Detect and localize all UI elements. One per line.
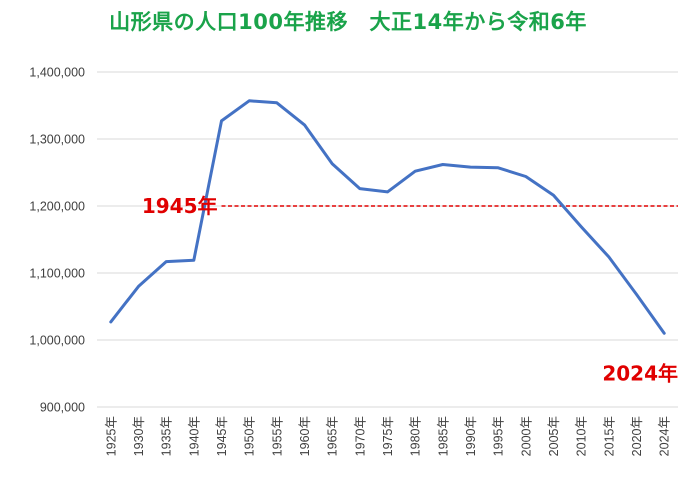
x-tick-label: 1945年 bbox=[215, 416, 229, 456]
y-tick-label: 1,300,000 bbox=[29, 133, 85, 147]
x-tick-label: 1950年 bbox=[243, 416, 257, 456]
x-tick-label: 1935年 bbox=[160, 416, 174, 456]
x-tick-label: 1940年 bbox=[187, 416, 201, 456]
x-tick-label: 1930年 bbox=[132, 416, 146, 456]
x-tick-label: 2005年 bbox=[547, 416, 561, 456]
x-tick-label: 2020年 bbox=[630, 416, 644, 456]
annotation-1945: 1945年 bbox=[142, 194, 218, 218]
y-tick-label: 1,000,000 bbox=[29, 334, 85, 348]
x-tick-label: 2010年 bbox=[575, 416, 589, 456]
x-tick-label: 1985年 bbox=[436, 416, 450, 456]
y-tick-label: 1,100,000 bbox=[29, 267, 85, 281]
y-tick-label: 900,000 bbox=[40, 401, 85, 415]
x-tick-label: 1925年 bbox=[104, 416, 118, 456]
x-tick-label: 1970年 bbox=[353, 416, 367, 456]
x-tick-label: 1975年 bbox=[381, 416, 395, 456]
x-tick-label: 1990年 bbox=[464, 416, 478, 456]
x-tick-label: 1960年 bbox=[298, 416, 312, 456]
y-tick-label: 1,400,000 bbox=[29, 66, 85, 80]
x-tick-label: 2000年 bbox=[519, 416, 533, 456]
x-tick-label: 2024年 bbox=[658, 416, 672, 456]
x-tick-label: 1955年 bbox=[270, 416, 284, 456]
x-tick-label: 2015年 bbox=[602, 416, 616, 456]
x-tick-label: 1965年 bbox=[326, 416, 340, 456]
series-line bbox=[109, 99, 666, 335]
x-tick-label: 1995年 bbox=[492, 416, 506, 456]
chart-title: 山形県の人口100年推移 大正14年から令和6年 bbox=[109, 10, 587, 34]
x-tick-label: 1980年 bbox=[409, 416, 423, 456]
annotation-2024: 2024年 bbox=[602, 361, 678, 385]
y-tick-label: 1,200,000 bbox=[29, 200, 85, 214]
